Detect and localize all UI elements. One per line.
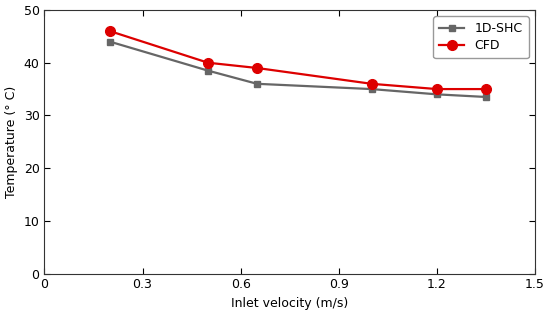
CFD <box>483 87 490 91</box>
CFD <box>107 29 113 33</box>
CFD <box>254 66 260 70</box>
X-axis label: Inlet velocity (m/s): Inlet velocity (m/s) <box>231 297 348 310</box>
Legend: 1D-SHC, CFD: 1D-SHC, CFD <box>433 16 529 59</box>
Line: CFD: CFD <box>105 26 491 94</box>
1D-SHC <box>254 82 260 86</box>
Y-axis label: Temperature (° C): Temperature (° C) <box>5 86 18 198</box>
1D-SHC <box>368 87 375 91</box>
1D-SHC <box>107 40 113 43</box>
Line: 1D-SHC: 1D-SHC <box>106 38 490 100</box>
1D-SHC <box>433 93 440 96</box>
CFD <box>433 87 440 91</box>
1D-SHC <box>483 95 490 99</box>
1D-SHC <box>205 69 211 72</box>
CFD <box>205 61 211 65</box>
CFD <box>368 82 375 86</box>
